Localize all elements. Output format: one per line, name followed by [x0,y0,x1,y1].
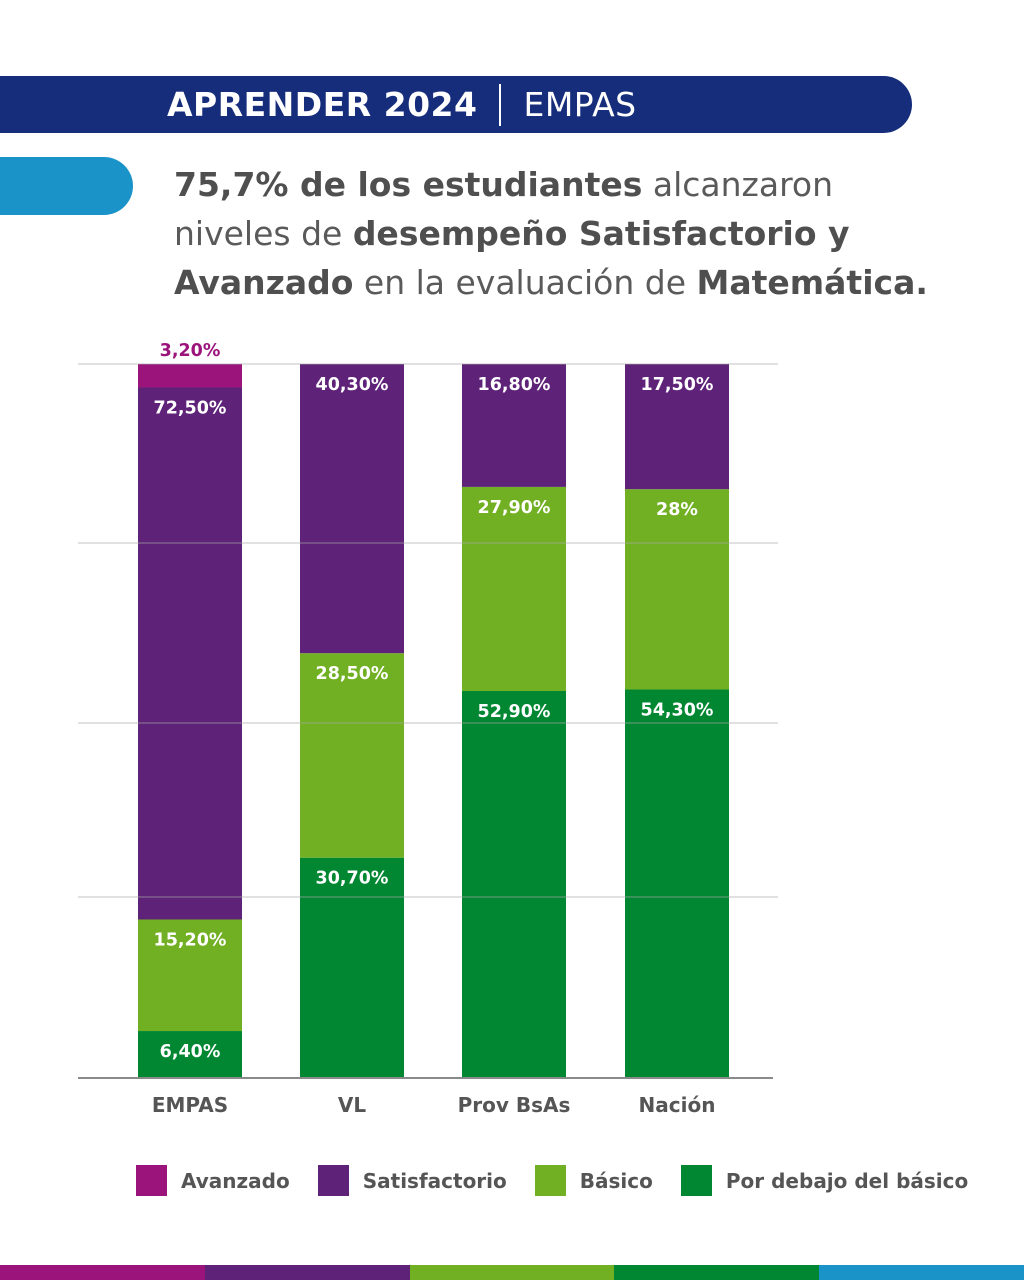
bar-segment-basico [625,489,729,690]
footer-strip-segment [409,1265,615,1280]
header-title: APRENDER 2024 EMPAS [167,76,637,133]
footer-color-strip [0,1265,1024,1280]
data-label: 15,20% [154,930,227,950]
legend-swatch [136,1165,167,1196]
bar-segment-por_debajo [300,857,404,1078]
bar-segment-por_debajo [625,689,729,1078]
data-label: 27,90% [478,498,551,518]
data-label: 6,40% [160,1042,221,1062]
header-separator [499,83,502,126]
legend-item-satisfactorio: Satisfactorio [317,1165,507,1196]
legend: Avanzado Satisfactorio Básico Por debajo de… [136,1165,996,1196]
accent-tab [0,157,133,215]
legend-item-avanzado: Avanzado [136,1165,290,1196]
legend-label: Básico [579,1168,653,1193]
headline-text-1: alcanzaron niveles de [174,165,834,253]
headline-stat: 75,7% de los estudiantes [174,165,643,204]
bar-segment-basico [300,653,404,858]
header-title-sub: EMPAS [523,85,637,124]
bar-segment-satisfactorio [462,364,566,487]
footer-strip-segment [819,1265,1024,1280]
legend-swatch [534,1165,566,1196]
bar-segment-basico [462,486,566,692]
header-bar: APRENDER 2024 EMPAS [0,76,912,133]
bar-segment-basico [138,919,242,1032]
data-label: 17,50% [641,375,714,395]
data-label: 28% [656,500,698,520]
legend-item-basico: Básico [534,1165,653,1196]
headline-levels: desempeño Satisfactorio y Avanzado [174,214,850,302]
data-label: 72,50% [154,398,227,418]
bar-segment-satisfactorio [300,364,404,654]
data-label: 54,30% [641,701,714,721]
legend-label: Por debajo del básico [725,1168,969,1193]
footer-strip-segment [0,1265,205,1280]
bar-segment-satisfactorio [138,387,242,920]
data-label: 28,50% [316,664,389,684]
data-label: 52,90% [478,702,551,722]
category-label: Nación [639,1093,716,1117]
headline-text-2: en la evaluación de [353,263,697,302]
bar-segment-por_debajo [462,691,566,1078]
headline-subject: Matemática. [696,263,928,302]
bar-segment-avanzado [138,364,242,388]
header-title-main: APRENDER 2024 [167,85,478,124]
data-label: 40,30% [316,375,389,395]
headline: 75,7% de los estudiantes alcanzaron nive… [174,160,934,307]
data-label: 3,20% [160,341,221,361]
stacked-bar-chart: 6,40% 15,20% 72,50% 3,20% 30,70% 28,50% 40,30%… [78,341,778,1117]
category-label: Prov BsAs [458,1093,571,1117]
legend-label: Satisfactorio [362,1168,507,1193]
category-label: EMPAS [152,1093,228,1117]
bar-segment-satisfactorio [625,364,729,490]
data-label: 16,80% [478,375,551,395]
legend-item-por_debajo: Por debajo del básico [680,1165,969,1196]
bar-segment-por_debajo [138,1031,242,1078]
legend-swatch [680,1165,712,1196]
legend-label: Avanzado [181,1168,290,1193]
legend-swatch [317,1165,349,1196]
footer-strip-segment [614,1265,820,1280]
data-label: 30,70% [316,869,389,889]
category-label: VL [338,1093,366,1117]
footer-strip-segment [204,1265,410,1280]
